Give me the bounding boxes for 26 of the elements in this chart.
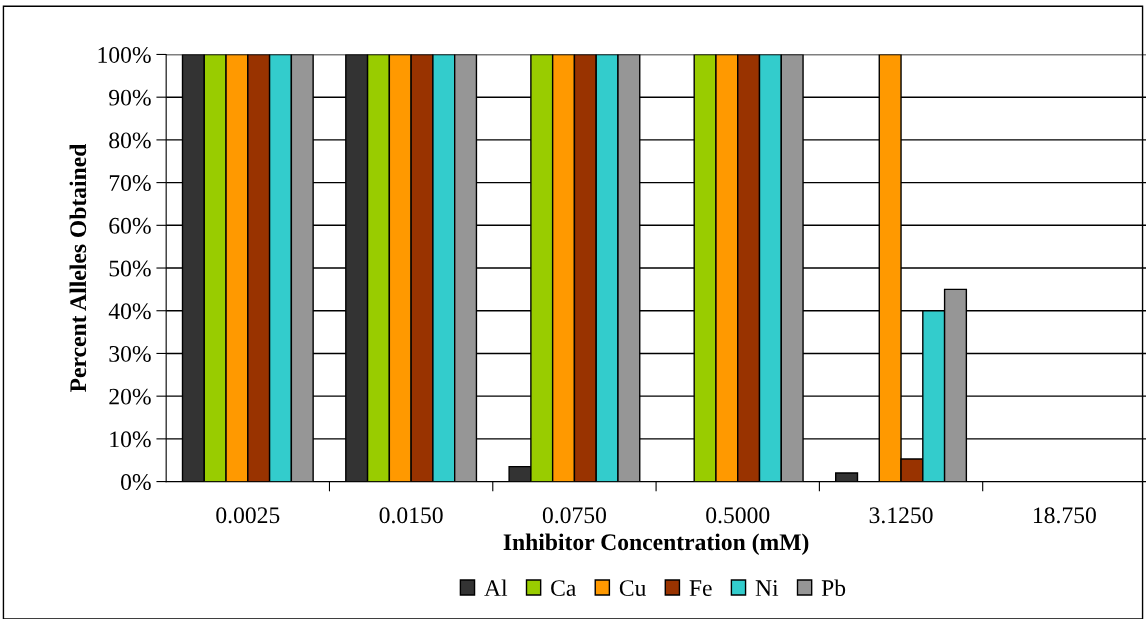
y-tick-label: 70% (109, 175, 151, 192)
y-axis-title: Percent Alleles Obtained (69, 143, 87, 393)
x-tick-label: 18.750 (1033, 507, 1096, 524)
legend-label: Cu (619, 580, 646, 597)
x-tick-label: 0.0025 (216, 507, 280, 524)
y-tick-label: 30% (109, 345, 151, 362)
x-tick-label: 0.5000 (706, 507, 770, 524)
y-tick-label: 10% (110, 431, 151, 448)
y-tick-label: 20% (109, 388, 151, 405)
legend-label: Fe (689, 580, 712, 597)
y-tick-label: 80% (109, 132, 151, 149)
legend-label: Ni (755, 580, 779, 596)
x-axis-title: Inhibitor Concentration (mM) (503, 533, 809, 555)
bar (835, 472, 859, 482)
x-tick-label: 0.0750 (542, 507, 606, 524)
legend-label: Pb (821, 579, 846, 597)
y-tick-label: 60% (109, 217, 151, 234)
y-tick-label: 40% (108, 303, 151, 320)
x-tick-label: 0.0150 (379, 507, 443, 524)
y-tick-label: 90% (109, 89, 151, 106)
y-tick-label: 100% (98, 46, 151, 63)
y-tick-label: 50% (109, 260, 151, 277)
legend-label: Ca (551, 580, 577, 597)
x-tick-label: 3.1250 (869, 507, 933, 524)
y-tick-label: 0% (121, 474, 151, 491)
legend-label: Al (484, 579, 508, 596)
